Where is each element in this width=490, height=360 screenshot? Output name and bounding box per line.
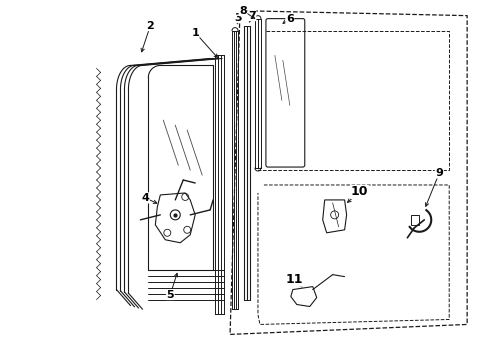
Text: 5: 5 [167,289,174,300]
Text: 7: 7 [248,11,256,21]
Text: 9: 9 [435,168,443,178]
Text: 10: 10 [351,185,368,198]
Text: 2: 2 [147,21,154,31]
Text: 1: 1 [191,28,199,37]
Text: 6: 6 [286,14,294,24]
Bar [412,215,419,225]
Text: 8: 8 [239,6,247,15]
Text: 3: 3 [234,13,242,23]
Text: 4: 4 [142,193,149,203]
FancyBboxPatch shape [266,19,305,167]
Text: 11: 11 [286,273,304,286]
